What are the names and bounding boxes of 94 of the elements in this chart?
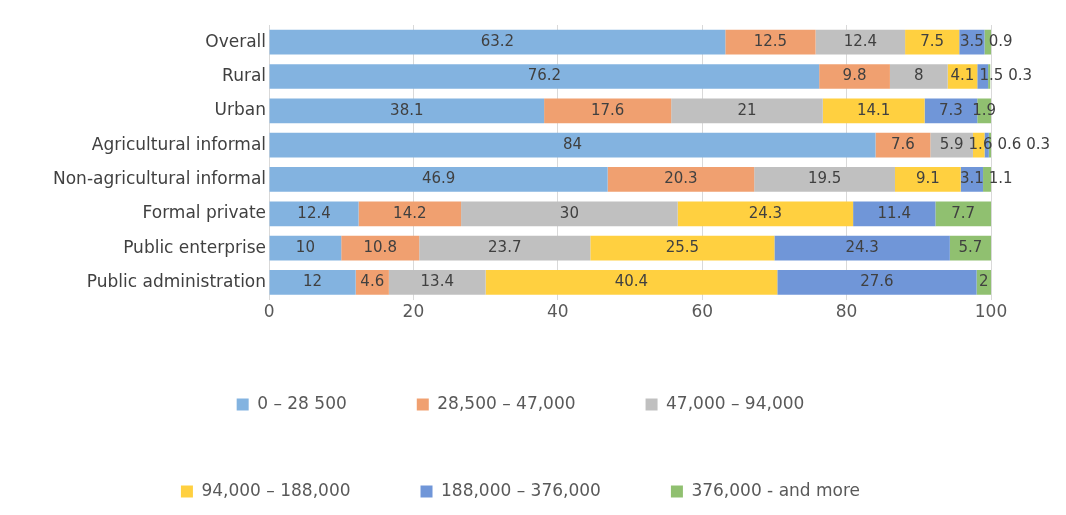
bar: [419, 235, 591, 261]
data-label: 14.2: [393, 203, 427, 222]
bar: [269, 64, 820, 89]
bar: [774, 235, 950, 261]
y-tick-label: Formal private: [142, 202, 267, 223]
data-label: 11.4: [877, 203, 911, 222]
y-tick-label: Rural: [222, 64, 267, 85]
bar: [269, 167, 608, 192]
data-label: 38.1: [390, 100, 424, 119]
y-tick-label: Overall: [205, 30, 267, 51]
data-label: 7.7: [951, 203, 976, 222]
bar: [822, 98, 925, 124]
bar: [815, 29, 906, 55]
bar: [388, 270, 486, 295]
legend-label: 28,500 – 47,000: [437, 392, 576, 413]
y-tick-label: Urban: [214, 99, 267, 120]
legend-label: 376,000 - and more: [691, 479, 861, 500]
bar: [889, 64, 948, 89]
bar: [671, 98, 823, 124]
bar: [544, 98, 672, 124]
data-label: 40.4: [614, 272, 649, 291]
bar: [269, 201, 359, 227]
legend-label: 94,000 – 188,000: [201, 479, 351, 500]
data-label: 63.2: [480, 32, 515, 51]
data-label: 24.3: [748, 203, 783, 222]
data-label: 12.5: [753, 32, 788, 51]
legend-label: 188,000 – 376,000: [441, 479, 601, 500]
x-tick-label: 0: [263, 301, 275, 322]
bar: [754, 167, 895, 192]
x-tick-label: 20: [402, 301, 425, 322]
bar: [269, 132, 876, 158]
bar: [777, 270, 977, 295]
data-label: 46.9: [421, 169, 456, 188]
data-label: 76.2: [527, 66, 562, 85]
x-tick-label: 100: [974, 301, 1008, 322]
y-tick-label: Public enterprise: [123, 236, 267, 257]
legend-label: 47,000 – 94,000: [666, 392, 805, 413]
data-label: 5.9: [939, 135, 964, 154]
data-label: 9.1: [915, 169, 940, 188]
data-label: 2: [979, 272, 989, 291]
bar: [358, 201, 462, 227]
data-label: 7.3: [939, 100, 963, 119]
bar: [269, 29, 726, 55]
y-tick-label: Non-agricultural informal: [52, 167, 267, 188]
bar: [269, 235, 342, 261]
y-tick-label: Public administration: [86, 270, 267, 291]
data-label: 17.6: [590, 100, 625, 119]
bar: [983, 167, 991, 192]
data-label: 0.3: [1026, 135, 1051, 154]
bar: [725, 29, 816, 55]
x-tick-label: 60: [691, 301, 714, 322]
data-label: 20.3: [664, 169, 698, 188]
data-label: 5.7: [958, 238, 983, 256]
data-label: 13.4: [420, 272, 454, 291]
data-label: 25.5: [665, 238, 700, 256]
data-label: 21: [737, 100, 757, 119]
data-label: 0.6: [997, 135, 1022, 154]
data-label: 10.8: [363, 238, 397, 256]
y-tick-label: Agricultural informal: [91, 133, 267, 154]
data-label: 10: [295, 238, 315, 256]
bar: [894, 167, 961, 192]
data-label: 9.8: [842, 66, 867, 85]
data-label: 14.1: [856, 100, 891, 119]
bar: [461, 201, 678, 227]
data-label: 8: [914, 66, 924, 85]
data-label: 23.7: [488, 238, 522, 256]
bar: [677, 201, 854, 227]
data-label: 84: [562, 135, 583, 154]
data-label: 3.1: [959, 169, 984, 188]
x-tick-label: 40: [547, 301, 569, 322]
data-label: 30: [559, 203, 579, 222]
bar: [590, 235, 775, 261]
bar: [269, 98, 545, 124]
bar: [485, 270, 778, 295]
legend-label: 0 – 28 500: [257, 392, 347, 413]
data-label: 7.6: [890, 135, 915, 154]
data-label: 4.6: [360, 272, 385, 291]
bar: [819, 64, 890, 89]
data-label: 24.3: [845, 238, 879, 256]
data-label: 12.4: [843, 32, 878, 51]
data-label: 3.5: [959, 32, 984, 51]
bar: [853, 201, 936, 227]
data-label: 12.4: [297, 203, 331, 222]
data-label: 12: [303, 272, 323, 291]
data-label: 19.5: [807, 169, 842, 188]
data-label: 0.3: [1008, 66, 1033, 85]
x-tick-label: 80: [835, 301, 858, 322]
bar: [905, 29, 960, 55]
bar: [935, 201, 991, 227]
data-label: 7.5: [920, 32, 945, 51]
bar: [269, 270, 356, 295]
data-label: 27.6: [860, 272, 894, 291]
bar: [607, 167, 755, 192]
data-label: 4.1: [950, 66, 975, 85]
